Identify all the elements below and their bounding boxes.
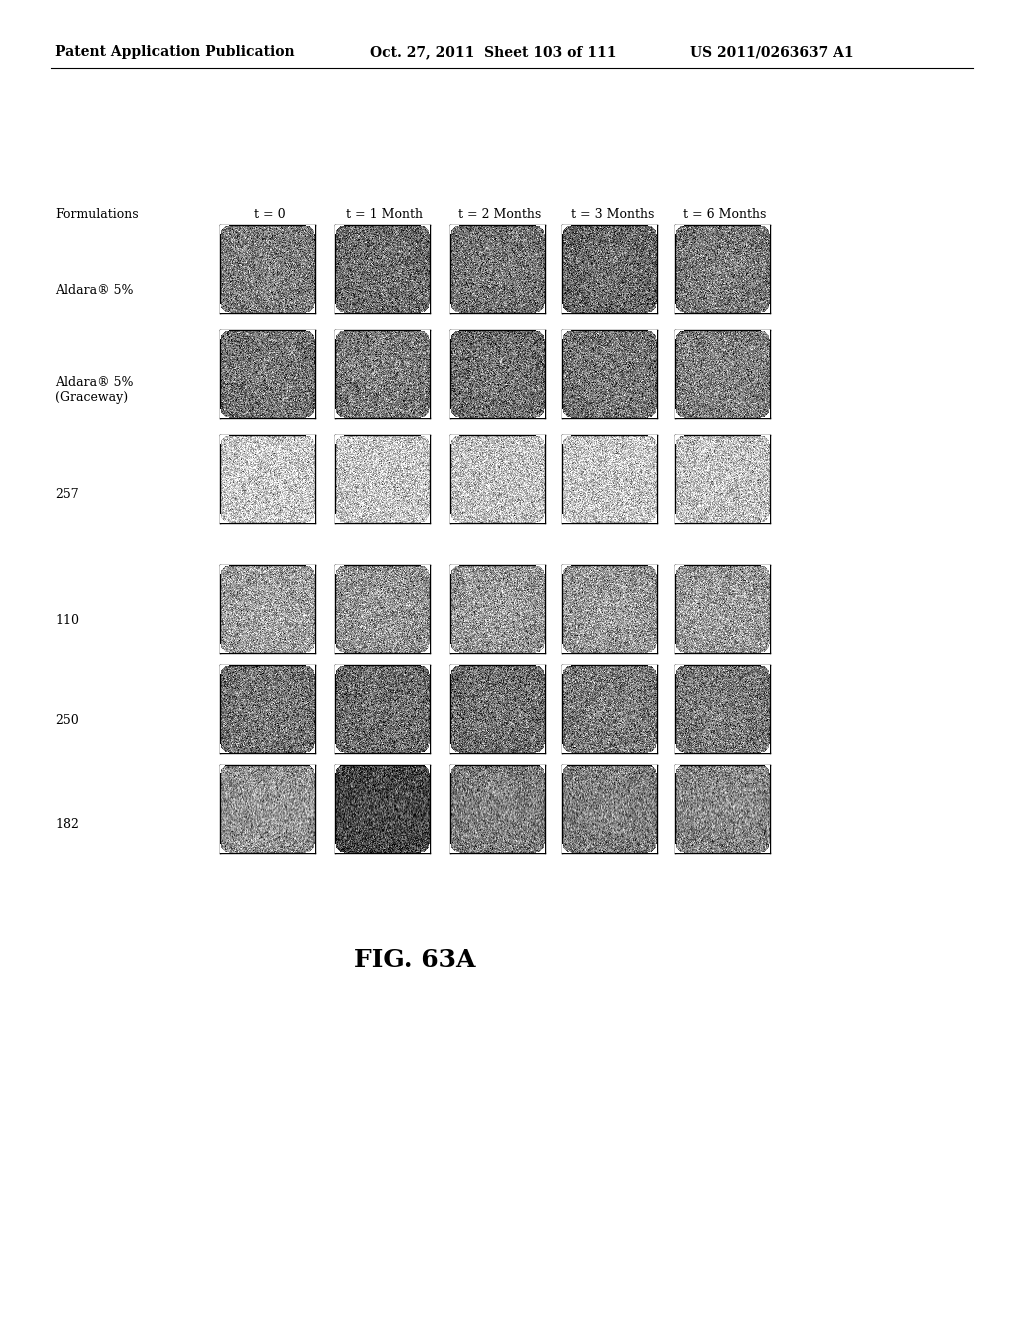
Text: FIG. 63A: FIG. 63A bbox=[354, 948, 476, 972]
Text: t = 0: t = 0 bbox=[254, 209, 286, 222]
Text: t = 2 Months: t = 2 Months bbox=[459, 209, 542, 222]
Text: 110: 110 bbox=[55, 614, 79, 627]
Text: 182: 182 bbox=[55, 818, 79, 832]
Text: 250: 250 bbox=[55, 714, 79, 726]
Text: Aldara® 5%: Aldara® 5% bbox=[55, 284, 133, 297]
Text: t = 6 Months: t = 6 Months bbox=[683, 209, 767, 222]
Text: Patent Application Publication: Patent Application Publication bbox=[55, 45, 295, 59]
Text: US 2011/0263637 A1: US 2011/0263637 A1 bbox=[690, 45, 854, 59]
Text: t = 1 Month: t = 1 Month bbox=[346, 209, 424, 222]
Text: 257: 257 bbox=[55, 488, 79, 502]
Text: Formulations: Formulations bbox=[55, 209, 138, 222]
Text: Oct. 27, 2011  Sheet 103 of 111: Oct. 27, 2011 Sheet 103 of 111 bbox=[370, 45, 616, 59]
Text: t = 3 Months: t = 3 Months bbox=[571, 209, 654, 222]
Text: Aldara® 5%
(Graceway): Aldara® 5% (Graceway) bbox=[55, 376, 133, 404]
